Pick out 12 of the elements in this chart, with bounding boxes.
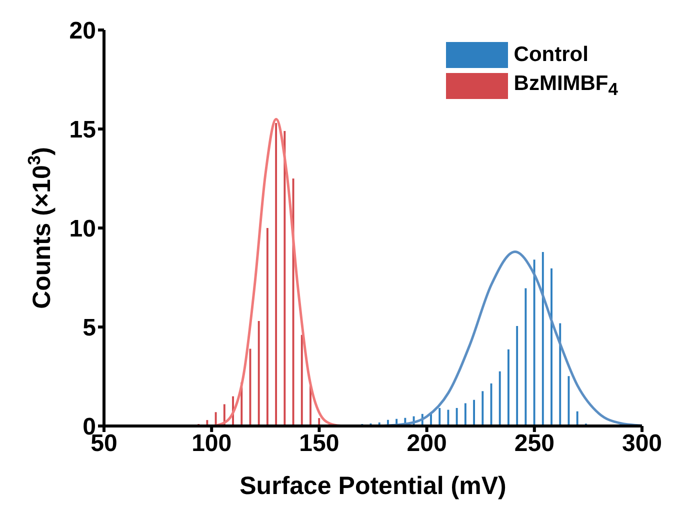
x-tick-label: 100 bbox=[192, 430, 232, 458]
legend-label: Control bbox=[514, 43, 588, 67]
y-tick-label: 20 bbox=[69, 18, 96, 45]
x-tick-label: 150 bbox=[299, 430, 340, 458]
x-tick-label: 200 bbox=[406, 430, 447, 458]
x-tick-label: 250 bbox=[514, 430, 554, 458]
x-axis-title: Surface Potential (mV) bbox=[240, 472, 506, 500]
y-tick-label: 5 bbox=[82, 314, 96, 342]
legend-label: BzMIMBF$_{4}$ bbox=[514, 72, 618, 100]
y-tick-label: 10 bbox=[69, 216, 96, 243]
y-tick-label: 15 bbox=[69, 116, 96, 144]
x-tick-label: 300 bbox=[622, 430, 662, 458]
